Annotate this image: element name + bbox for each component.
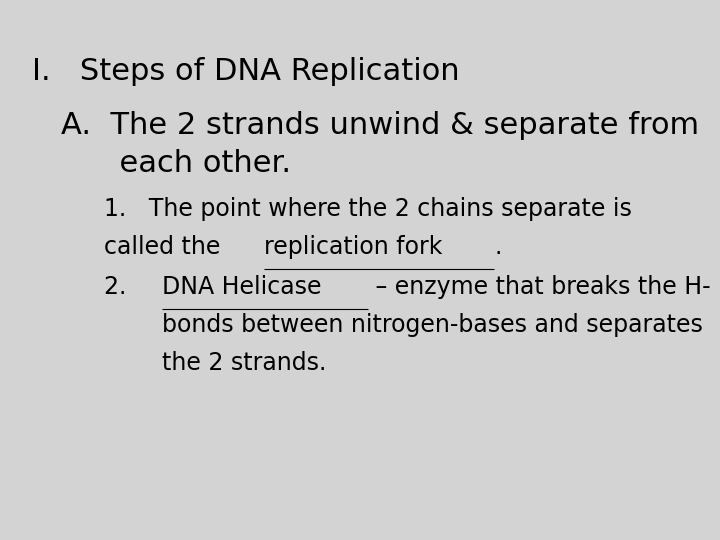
Text: called the: called the [104, 235, 228, 259]
Text: A.  The 2 strands unwind & separate from: A. The 2 strands unwind & separate from [61, 111, 699, 140]
Text: I.   Steps of DNA Replication: I. Steps of DNA Replication [32, 57, 460, 86]
Text: replication fork: replication fork [264, 235, 443, 259]
Text: 2.: 2. [104, 275, 149, 299]
Text: .: . [495, 235, 502, 259]
Text: – enzyme that breaks the H-: – enzyme that breaks the H- [368, 275, 711, 299]
Text: each other.: each other. [61, 148, 291, 178]
Text: the 2 strands.: the 2 strands. [162, 351, 327, 375]
Text: bonds between nitrogen-bases and separates: bonds between nitrogen-bases and separat… [162, 313, 703, 337]
Text: DNA Helicase: DNA Helicase [162, 275, 322, 299]
Text: 1.   The point where the 2 chains separate is: 1. The point where the 2 chains separate… [104, 197, 632, 221]
